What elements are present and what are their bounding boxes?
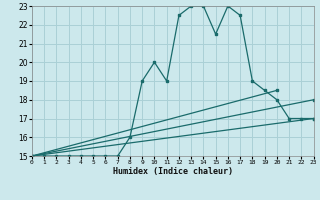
X-axis label: Humidex (Indice chaleur): Humidex (Indice chaleur)	[113, 167, 233, 176]
